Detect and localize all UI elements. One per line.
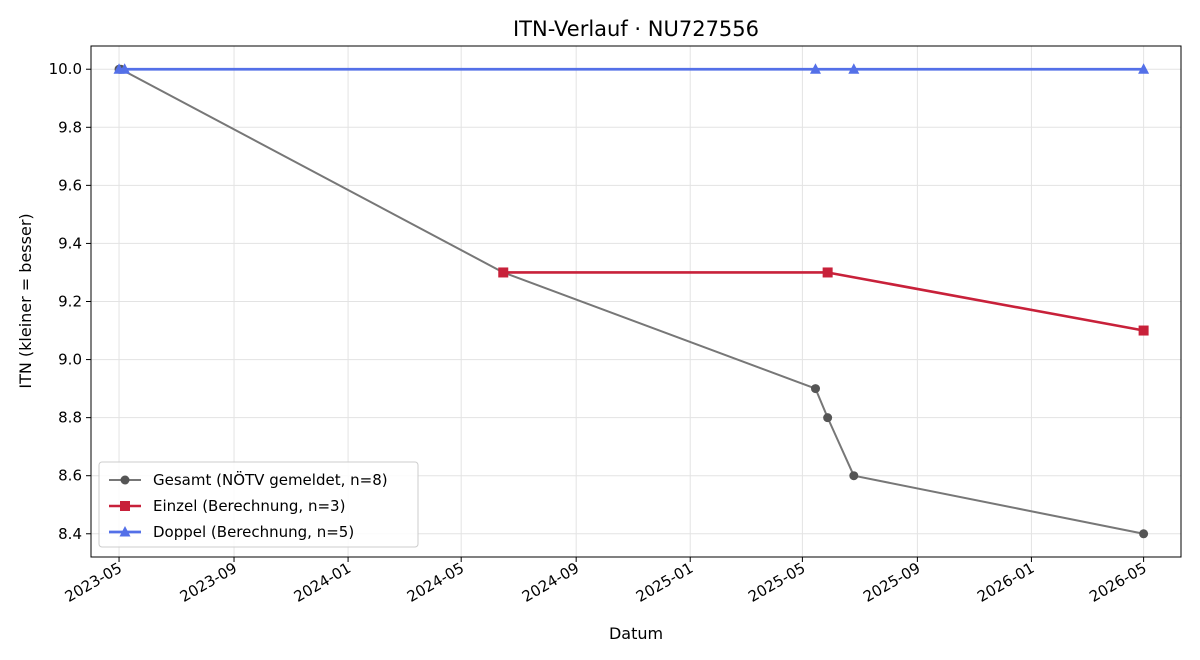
data-point [810,384,820,394]
y-tick-label: 9.2 [58,293,82,311]
x-tick-label: 2024-09 [519,559,582,606]
x-tick-label: 2026-05 [1086,559,1149,606]
legend-label: Gesamt (NÖTV gemeldet, n=8) [153,470,388,489]
data-point [1138,63,1150,74]
x-tick-label: 2025-01 [633,559,696,606]
data-point [822,267,833,278]
data-point [1139,529,1149,539]
x-tick-label: 2023-05 [62,559,125,606]
y-axis-label: ITN (kleiner = besser) [16,213,35,388]
grid-lines [91,46,1181,557]
data-point [823,413,833,423]
legend-swatch-marker [120,501,130,511]
data-point [1138,325,1149,336]
series-triangle [113,63,1150,74]
legend-label: Einzel (Berechnung, n=3) [153,497,345,515]
y-tick-label: 8.6 [58,467,82,485]
y-tick-label: 10.0 [49,60,82,78]
data-point [498,267,509,278]
y-tick-label: 8.8 [58,409,82,427]
y-tick-label: 9.6 [58,176,82,194]
y-tick-label: 9.8 [58,118,82,136]
legend-swatch-marker [120,475,130,485]
y-tick-label: 9.4 [58,234,82,252]
data-point [809,63,821,74]
x-tick-label: 2024-05 [404,559,467,606]
x-tick-label: 2023-09 [177,559,240,606]
x-tick-label: 2025-09 [860,559,923,606]
y-tick-label: 9.0 [58,351,82,369]
x-tick-label: 2026-01 [974,559,1037,606]
series-layer [113,63,1150,539]
x-tick-label: 2025-05 [745,559,808,606]
y-tick-label: 8.4 [58,525,82,543]
legend-swatch-marker [119,526,131,537]
legend: Gesamt (NÖTV gemeldet, n=8) Einzel (Berec… [98,461,419,548]
data-point [848,63,860,74]
data-point [119,63,131,74]
legend-label: Doppel (Berechnung, n=5) [153,523,354,541]
data-point [849,471,859,481]
chart-title: ITN-Verlauf · NU727556 [513,17,759,41]
legend-box [98,461,419,548]
x-tick-label: 2024-01 [291,559,354,606]
x-axis-label: Datum [609,624,663,643]
series-square [498,267,1149,336]
